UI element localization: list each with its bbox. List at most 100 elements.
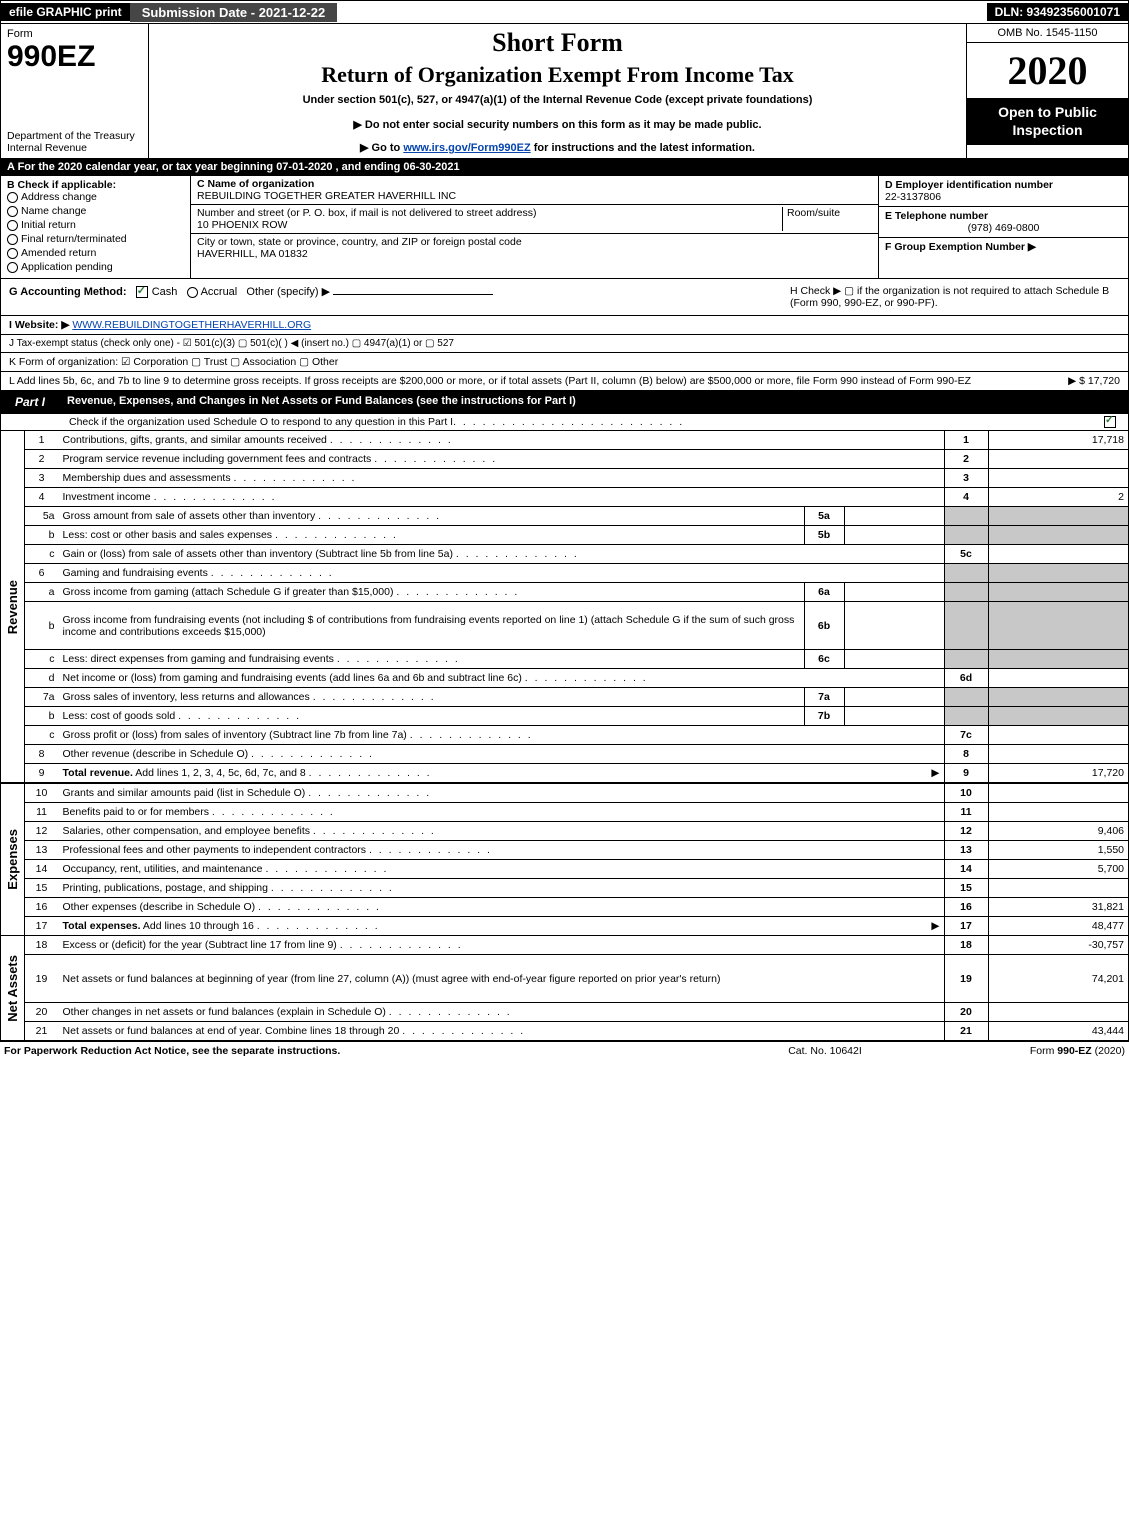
irs-link[interactable]: www.irs.gov/Form990EZ bbox=[403, 142, 530, 154]
org-address: 10 PHOENIX ROW bbox=[197, 219, 287, 231]
public-inspection-badge: Open to Public Inspection bbox=[967, 98, 1128, 145]
line-number: 5a bbox=[25, 507, 59, 526]
header-left: Form 990EZ Department of the Treasury In… bbox=[1, 24, 149, 158]
line-row: dNet income or (loss) from gaming and fu… bbox=[25, 669, 1128, 688]
other-specify: Other (specify) ▶ bbox=[246, 286, 330, 298]
line-description: Net income or (loss) from gaming and fun… bbox=[59, 669, 944, 688]
line-row: bLess: cost or other basis and sales exp… bbox=[25, 526, 1128, 545]
section-b-label: B Check if applicable: bbox=[7, 179, 184, 191]
line-description: Gaming and fundraising events . . . . . … bbox=[59, 564, 944, 583]
row-k-form-org: K Form of organization: ☑ Corporation ▢ … bbox=[0, 353, 1129, 372]
row-l-amount: ▶ $ 17,720 bbox=[1068, 375, 1120, 387]
line-description: Other expenses (describe in Schedule O) … bbox=[59, 898, 944, 917]
line-number: 7a bbox=[25, 688, 59, 707]
line-amount bbox=[988, 450, 1128, 469]
phone-cell: E Telephone number (978) 469-0800 bbox=[879, 207, 1128, 238]
ein-cell: D Employer identification number 22-3137… bbox=[879, 176, 1128, 207]
line-number: c bbox=[25, 726, 59, 745]
chk-accrual[interactable] bbox=[187, 287, 198, 298]
line-num-ref: 4 bbox=[944, 488, 988, 507]
line-num-ref: 19 bbox=[944, 955, 988, 1003]
line-number: 16 bbox=[25, 898, 59, 917]
chk-address-change[interactable]: Address change bbox=[7, 191, 184, 203]
line-number: b bbox=[25, 602, 59, 650]
org-address-cell: Number and street (or P. O. box, if mail… bbox=[191, 205, 878, 234]
chk-application-pending[interactable]: Application pending bbox=[7, 261, 184, 273]
mini-line-label: 5a bbox=[804, 507, 844, 526]
amount-shaded bbox=[988, 583, 1128, 602]
other-specify-line[interactable] bbox=[333, 294, 493, 295]
dln-label: DLN: 93492356001071 bbox=[987, 3, 1128, 21]
line-num-ref: 5c bbox=[944, 545, 988, 564]
line-description: Less: direct expenses from gaming and fu… bbox=[59, 650, 804, 669]
tax-year: 2020 bbox=[967, 43, 1128, 98]
line-number: 21 bbox=[25, 1022, 59, 1041]
chk-initial-return[interactable]: Initial return bbox=[7, 219, 184, 231]
line-number: 4 bbox=[25, 488, 59, 507]
chk-name-change[interactable]: Name change bbox=[7, 205, 184, 217]
chk-final-return[interactable]: Final return/terminated bbox=[7, 233, 184, 245]
department-label: Department of the Treasury Internal Reve… bbox=[7, 130, 142, 154]
row-i-website: I Website: ▶ WWW.REBUILDINGTOGETHERHAVER… bbox=[0, 316, 1129, 335]
line-row: 12Salaries, other compensation, and empl… bbox=[25, 822, 1128, 841]
line-description: Investment income . . . . . . . . . . . … bbox=[59, 488, 944, 507]
line-num-ref: 17 bbox=[944, 917, 988, 936]
line-num-ref: 14 bbox=[944, 860, 988, 879]
mini-line-value bbox=[844, 583, 944, 602]
line-amount: 31,821 bbox=[988, 898, 1128, 917]
line-num-ref: 2 bbox=[944, 450, 988, 469]
line-row: cGross profit or (loss) from sales of in… bbox=[25, 726, 1128, 745]
netassets-table: 18Excess or (deficit) for the year (Subt… bbox=[25, 936, 1128, 1040]
line-number: 14 bbox=[25, 860, 59, 879]
line-description: Total revenue. Add lines 1, 2, 3, 4, 5c,… bbox=[59, 764, 944, 783]
form-header: Form 990EZ Department of the Treasury In… bbox=[0, 24, 1129, 158]
line-description: Excess or (deficit) for the year (Subtra… bbox=[59, 936, 944, 955]
mini-line-value bbox=[844, 650, 944, 669]
part-i-checkbox[interactable] bbox=[1104, 416, 1120, 428]
line-num-ref: 20 bbox=[944, 1003, 988, 1022]
part-i-title: Revenue, Expenses, and Changes in Net As… bbox=[59, 391, 1128, 413]
line-number: 11 bbox=[25, 803, 59, 822]
mini-line-label: 7b bbox=[804, 707, 844, 726]
amount-shaded bbox=[988, 526, 1128, 545]
amount-shaded bbox=[988, 688, 1128, 707]
netassets-side-label: Net Assets bbox=[1, 936, 25, 1040]
line-amount: 43,444 bbox=[988, 1022, 1128, 1041]
accounting-method: G Accounting Method: Cash Accrual Other … bbox=[9, 285, 790, 309]
line-row: 6Gaming and fundraising events . . . . .… bbox=[25, 564, 1128, 583]
revenue-table: 1Contributions, gifts, grants, and simil… bbox=[25, 431, 1128, 782]
amount-shaded bbox=[988, 650, 1128, 669]
chk-cash[interactable] bbox=[136, 286, 148, 298]
line-amount bbox=[988, 669, 1128, 688]
addr-label: Number and street (or P. O. box, if mail… bbox=[197, 207, 536, 219]
line-description: Gross amount from sale of assets other t… bbox=[59, 507, 804, 526]
chk-amended-return[interactable]: Amended return bbox=[7, 247, 184, 259]
line-description: Membership dues and assessments . . . . … bbox=[59, 469, 944, 488]
line-description: Total expenses. Add lines 10 through 16 … bbox=[59, 917, 944, 936]
line-row: 13Professional fees and other payments t… bbox=[25, 841, 1128, 860]
section-c: C Name of organization REBUILDING TOGETH… bbox=[191, 176, 878, 278]
line-num-ref: 10 bbox=[944, 784, 988, 803]
group-exemption-cell: F Group Exemption Number ▶ bbox=[879, 238, 1128, 278]
line-row: 2Program service revenue including gover… bbox=[25, 450, 1128, 469]
line-row: cGain or (loss) from sale of assets othe… bbox=[25, 545, 1128, 564]
line-description: Less: cost or other basis and sales expe… bbox=[59, 526, 804, 545]
line-number: b bbox=[25, 707, 59, 726]
line-description: Grants and similar amounts paid (list in… bbox=[59, 784, 944, 803]
line-number: 6 bbox=[25, 564, 59, 583]
website-link[interactable]: WWW.REBUILDINGTOGETHERHAVERHILL.ORG bbox=[72, 319, 311, 331]
num-label-shaded bbox=[944, 688, 988, 707]
org-name: REBUILDING TOGETHER GREATER HAVERHILL IN… bbox=[197, 190, 456, 202]
line-amount bbox=[988, 784, 1128, 803]
efile-print-label[interactable]: efile GRAPHIC print bbox=[1, 3, 130, 21]
num-label-shaded bbox=[944, 602, 988, 650]
mini-line-value bbox=[844, 526, 944, 545]
line-number: 17 bbox=[25, 917, 59, 936]
line-number: 20 bbox=[25, 1003, 59, 1022]
line-description: Gain or (loss) from sale of assets other… bbox=[59, 545, 944, 564]
line-num-ref: 7c bbox=[944, 726, 988, 745]
line-row: 15Printing, publications, postage, and s… bbox=[25, 879, 1128, 898]
revenue-section: Revenue 1Contributions, gifts, grants, a… bbox=[0, 431, 1129, 782]
part-i-sub-text: Check if the organization used Schedule … bbox=[69, 416, 453, 428]
submission-date: Submission Date - 2021-12-22 bbox=[130, 3, 338, 22]
